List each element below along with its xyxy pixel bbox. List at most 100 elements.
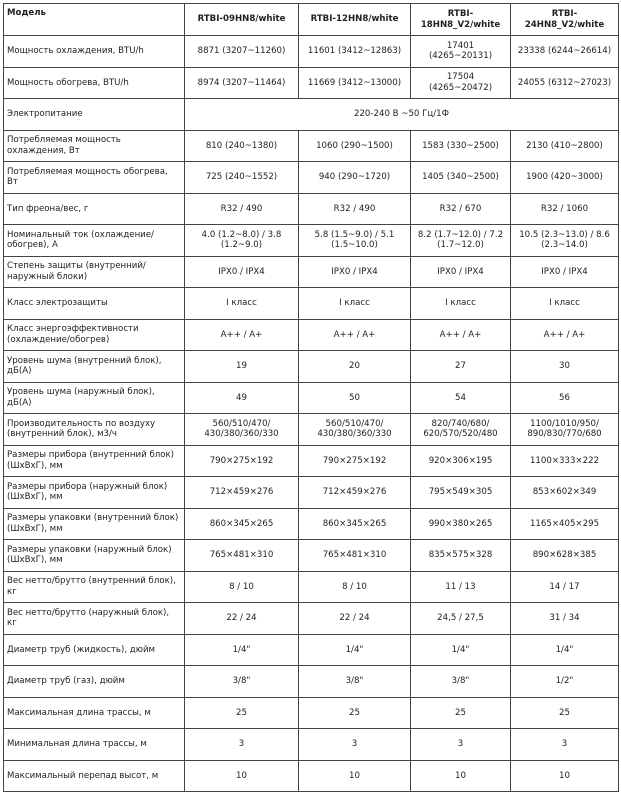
value-cell: 56 (510, 381, 619, 414)
row-label: Потребляемая мощность обогрева, Вт (3, 161, 185, 194)
value-cell: 712×459×276 (184, 476, 299, 509)
row-label: Мощность охлаждения, BTU/h (3, 35, 185, 68)
row-label: Уровень шума (внутренний блок), дБ(А) (3, 350, 185, 383)
row-label: Степень защиты (внутренний/наружный блок… (3, 255, 185, 288)
header-row: Модель RTBI-09HN8/white RTBI-12HN8/white RT… (3, 3, 619, 36)
row-label: Тип фреона/вес, г (3, 192, 185, 225)
value-cell: I класс (410, 287, 511, 320)
value-cell: A++ / A+ (298, 318, 411, 351)
row-label: Размеры упаковки (внутренний блок) (ШхВх… (3, 507, 185, 540)
table-row: Электропитание 220-240 В ~50 Гц/1Ф (3, 98, 619, 131)
value-cell: 22 / 24 (298, 602, 411, 635)
row-label: Максимальный перепад высот, м (3, 759, 185, 792)
table-row: Диаметр труб (жидкость), дюйм 1/4" 1/4" 1/4… (3, 633, 619, 666)
value-cell: 765×481×310 (184, 539, 299, 572)
row-label: Размеры прибора (внутренний блок) (ШхВхГ… (3, 444, 185, 477)
value-cell: 712×459×276 (298, 476, 411, 509)
value-cell: 795×549×305 (410, 476, 511, 509)
row-label: Минимальная длина трассы, м (3, 728, 185, 761)
value-cell: 765×481×310 (298, 539, 411, 572)
spec-table: Модель RTBI-09HN8/white RTBI-12HN8/white RT… (3, 3, 619, 792)
value-cell: 10 (410, 759, 511, 792)
value-cell: 835×575×328 (410, 539, 511, 572)
value-cell: 790×275×192 (298, 444, 411, 477)
value-cell: 25 (510, 696, 619, 729)
value-cell: 11 / 13 (410, 570, 511, 603)
value-cell: 3/8" (184, 665, 299, 698)
table-row: Степень защиты (внутренний/наружный блок… (3, 255, 619, 288)
value-cell: 3/8" (298, 665, 411, 698)
value-cell: 860×345×265 (184, 507, 299, 540)
header-cell: RTBI-24HN8_V2/white (510, 3, 619, 36)
table-row: Потребляемая мощность охлаждения, Вт 810 … (3, 129, 619, 162)
value-cell: 17401 (4265~20131) (410, 35, 511, 68)
value-cell: 8974 (3207~11464) (184, 66, 299, 99)
table-row: Мощность охлаждения, BTU/h 8871 (3207~112… (3, 35, 619, 68)
table-row: Уровень шума (внутренний блок), дБ(А) 19 2… (3, 350, 619, 383)
table-row: Размеры прибора (наружный блок) (ШхВхГ),… (3, 476, 619, 509)
row-label: Производительность по воздуху (внутренни… (3, 413, 185, 446)
row-label: Мощность обогрева, BTU/h (3, 66, 185, 99)
value-cell: 725 (240~1552) (184, 161, 299, 194)
value-cell: A++ / A+ (510, 318, 619, 351)
header-cell: RTBI-09HN8/white (184, 3, 299, 36)
value-cell: 14 / 17 (510, 570, 619, 603)
value-cell: I класс (298, 287, 411, 320)
value-cell: 220-240 В ~50 Гц/1Ф (184, 98, 619, 131)
value-cell: 4.0 (1.2~8.0) / 3.8 (1.2~9.0) (184, 224, 299, 257)
value-cell: 820/740/680/ 620/570/520/480 (410, 413, 511, 446)
row-label: Диаметр труб (жидкость), дюйм (3, 633, 185, 666)
table-row: Мощность обогрева, BTU/h 8974 (3207~11464… (3, 66, 619, 99)
value-cell: 25 (184, 696, 299, 729)
value-cell: 11669 (3412~13000) (298, 66, 411, 99)
value-cell: 49 (184, 381, 299, 414)
value-cell: 22 / 24 (184, 602, 299, 635)
page: Модель RTBI-09HN8/white RTBI-12HN8/white RT… (3, 3, 619, 792)
value-cell: 24,5 / 27,5 (410, 602, 511, 635)
row-label: Максимальная длина трассы, м (3, 696, 185, 729)
value-cell: 20 (298, 350, 411, 383)
value-cell: 31 / 34 (510, 602, 619, 635)
value-cell: 1100/1010/950/ 890/830/770/680 (510, 413, 619, 446)
value-cell: 30 (510, 350, 619, 383)
row-label: Класс энергоэффективности (охлаждение/об… (3, 318, 185, 351)
row-label: Вес нетто/брутто (внутренний блок), кг (3, 570, 185, 603)
row-label: Потребляемая мощность охлаждения, Вт (3, 129, 185, 162)
value-cell: R32 / 490 (184, 192, 299, 225)
value-cell: 1165×405×295 (510, 507, 619, 540)
table-row: Потребляемая мощность обогрева, Вт 725 (2… (3, 161, 619, 194)
value-cell: 19 (184, 350, 299, 383)
value-cell: 25 (410, 696, 511, 729)
row-label: Номинальный ток (охлаждение/обогрев), А (3, 224, 185, 257)
value-cell: IPX0 / IPX4 (410, 255, 511, 288)
value-cell: 5.8 (1.5~9.0) / 5.1 (1.5~10.0) (298, 224, 411, 257)
row-label: Диаметр труб (газ), дюйм (3, 665, 185, 698)
row-label: Размеры упаковки (наружный блок) (ШхВхГ)… (3, 539, 185, 572)
value-cell: 3 (410, 728, 511, 761)
header-cell: RTBI-12HN8/white (298, 3, 411, 36)
table-row: Вес нетто/брутто (наружный блок), кг 22 /… (3, 602, 619, 635)
row-label: Электропитание (3, 98, 185, 131)
table-row: Диаметр труб (газ), дюйм 3/8" 3/8" 3/8" 1/2" (3, 665, 619, 698)
value-cell: 940 (290~1720) (298, 161, 411, 194)
value-cell: 1/4" (184, 633, 299, 666)
value-cell: 860×345×265 (298, 507, 411, 540)
table-row: Размеры упаковки (наружный блок) (ШхВхГ)… (3, 539, 619, 572)
value-cell: 1/4" (298, 633, 411, 666)
value-cell: 11601 (3412~12863) (298, 35, 411, 68)
table-row: Размеры прибора (внутренний блок) (ШхВхГ… (3, 444, 619, 477)
value-cell: 3 (184, 728, 299, 761)
value-cell: 23338 (6244~26614) (510, 35, 619, 68)
value-cell: R32 / 1060 (510, 192, 619, 225)
value-cell: 1900 (420~3000) (510, 161, 619, 194)
value-cell: R32 / 670 (410, 192, 511, 225)
value-cell: 1100×333×222 (510, 444, 619, 477)
value-cell: 1/2" (510, 665, 619, 698)
value-cell: 920×306×195 (410, 444, 511, 477)
table-body: Мощность охлаждения, BTU/h 8871 (3207~112… (3, 35, 619, 792)
value-cell: 8 / 10 (184, 570, 299, 603)
value-cell: 890×628×385 (510, 539, 619, 572)
table-row: Максимальная длина трассы, м 25 25 25 25 (3, 696, 619, 729)
value-cell: 3 (298, 728, 411, 761)
value-cell: 990×380×265 (410, 507, 511, 540)
